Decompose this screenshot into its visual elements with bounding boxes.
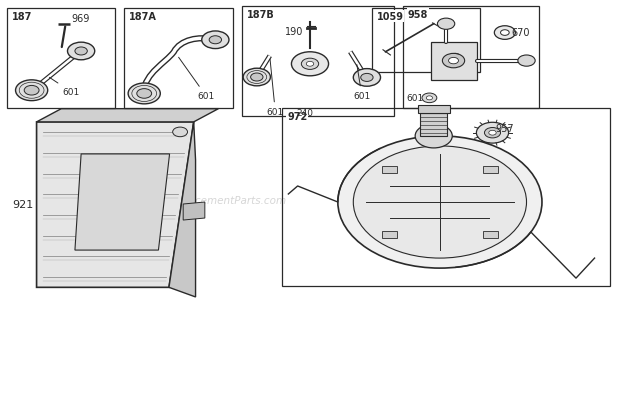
Polygon shape: [37, 123, 193, 288]
Circle shape: [291, 53, 329, 77]
Text: 601: 601: [353, 65, 371, 101]
Circle shape: [338, 137, 542, 268]
Circle shape: [306, 62, 314, 67]
Text: 601A: 601A: [406, 94, 429, 103]
Circle shape: [489, 131, 496, 136]
Text: 601: 601: [267, 60, 284, 117]
Circle shape: [415, 125, 452, 148]
Text: 972: 972: [287, 112, 308, 122]
Circle shape: [16, 81, 48, 101]
Polygon shape: [169, 123, 195, 297]
Circle shape: [422, 94, 437, 103]
Bar: [125, 9, 232, 109]
Circle shape: [518, 56, 535, 67]
Circle shape: [484, 128, 500, 139]
Text: 958: 958: [408, 10, 428, 20]
Bar: [7, 9, 115, 109]
Text: 969: 969: [72, 14, 90, 24]
Bar: [242, 7, 394, 117]
Circle shape: [202, 32, 229, 49]
Circle shape: [443, 49, 467, 65]
Circle shape: [353, 146, 526, 258]
Bar: [418, 106, 450, 113]
Circle shape: [443, 54, 464, 69]
Text: 1059: 1059: [377, 12, 404, 22]
Text: 187: 187: [12, 12, 32, 22]
Circle shape: [128, 84, 161, 105]
Bar: [483, 232, 498, 238]
Bar: [431, 43, 477, 81]
Polygon shape: [75, 154, 170, 251]
Text: 921: 921: [12, 200, 33, 209]
Circle shape: [24, 86, 39, 96]
Text: 957: 957: [495, 124, 514, 134]
Circle shape: [427, 97, 433, 101]
Text: 601: 601: [179, 58, 215, 101]
Circle shape: [448, 58, 458, 65]
Circle shape: [301, 59, 319, 70]
Bar: [420, 113, 448, 137]
Circle shape: [137, 89, 152, 99]
Text: 601: 601: [50, 78, 80, 97]
Circle shape: [476, 123, 508, 144]
Text: 187B: 187B: [247, 10, 275, 20]
Text: 190: 190: [285, 27, 304, 37]
Bar: [382, 167, 397, 173]
Text: 187A: 187A: [130, 12, 157, 22]
Circle shape: [438, 19, 454, 30]
Circle shape: [494, 27, 515, 40]
Bar: [483, 167, 498, 173]
Circle shape: [353, 69, 381, 87]
Bar: [403, 7, 539, 109]
Bar: [382, 232, 397, 238]
Circle shape: [361, 74, 373, 82]
Circle shape: [75, 48, 87, 56]
Text: 670: 670: [511, 28, 529, 38]
Circle shape: [172, 128, 187, 138]
Polygon shape: [37, 109, 218, 123]
Bar: [282, 109, 610, 286]
Circle shape: [243, 69, 270, 87]
Circle shape: [500, 30, 509, 36]
Polygon shape: [183, 203, 205, 221]
Circle shape: [250, 74, 263, 82]
Bar: [372, 9, 480, 73]
Circle shape: [209, 36, 221, 45]
Text: 240: 240: [296, 109, 313, 118]
Circle shape: [450, 54, 460, 61]
Text: eReplacementParts.com: eReplacementParts.com: [160, 196, 287, 205]
Circle shape: [68, 43, 95, 61]
